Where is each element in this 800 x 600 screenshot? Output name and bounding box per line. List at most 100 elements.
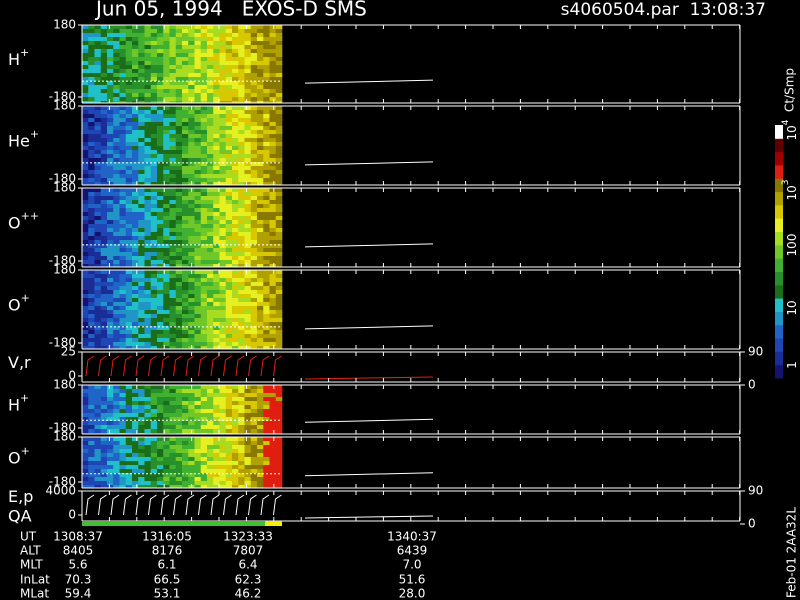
spectrogram-cell bbox=[225, 397, 233, 402]
spectrogram-cell bbox=[119, 469, 127, 474]
spectrogram-cell bbox=[207, 298, 214, 303]
spectrogram-cell bbox=[207, 282, 214, 287]
spectrogram-cell bbox=[163, 25, 170, 30]
spectrogram-cell bbox=[232, 453, 239, 458]
spectrogram-cell bbox=[144, 286, 152, 291]
spectrogram-cell bbox=[194, 85, 202, 90]
spectrogram-cell bbox=[207, 37, 214, 42]
spectrogram-cell bbox=[263, 405, 270, 410]
spectrogram-cell bbox=[182, 216, 189, 221]
spectrogram-cell bbox=[113, 101, 120, 104]
spectrogram-cell bbox=[232, 465, 239, 470]
spectrogram-cell bbox=[138, 200, 145, 205]
spectrogram-cell bbox=[207, 150, 214, 155]
spectrogram-cell bbox=[263, 89, 270, 94]
spectrogram-cell bbox=[132, 409, 139, 414]
spectrogram-cell bbox=[188, 445, 195, 450]
spectrogram-cell bbox=[132, 73, 139, 78]
spectrogram-cell bbox=[257, 118, 264, 123]
spectrogram-cell bbox=[175, 174, 183, 179]
spectrogram-cell bbox=[82, 178, 89, 183]
spectrogram-cell bbox=[169, 212, 177, 217]
spectrogram-cell bbox=[207, 330, 214, 335]
spectrogram-cell bbox=[150, 342, 158, 347]
spectrogram-cell bbox=[144, 25, 152, 30]
spectrogram-cell bbox=[250, 302, 258, 307]
spectrogram-cell bbox=[207, 413, 214, 418]
spectrogram-cell bbox=[275, 417, 283, 422]
spectrogram-cell bbox=[244, 302, 252, 307]
spectrogram-cell bbox=[169, 29, 177, 34]
spectrogram-cell bbox=[275, 89, 283, 94]
spectrogram-cell bbox=[169, 244, 177, 249]
spectrogram-cell bbox=[232, 244, 239, 249]
spectrogram-cell bbox=[275, 37, 283, 42]
spectrogram-cell bbox=[269, 417, 277, 422]
spectrogram-cell bbox=[163, 461, 170, 466]
spectrogram-cell bbox=[125, 236, 133, 241]
spectrogram-cell bbox=[88, 142, 95, 147]
spectrogram-cell bbox=[263, 81, 270, 86]
spectrogram-cell bbox=[250, 85, 258, 90]
spectrogram-cell bbox=[269, 154, 277, 159]
spectrogram-cell bbox=[113, 264, 120, 268]
spectrogram-cell bbox=[207, 126, 214, 131]
spectrogram-cell bbox=[107, 69, 114, 74]
spectrogram-cell bbox=[175, 89, 183, 94]
spectrogram-cell bbox=[263, 469, 270, 474]
spectrogram-cell bbox=[263, 162, 270, 167]
spectrogram-cell bbox=[263, 146, 270, 151]
spectrogram-cell bbox=[175, 425, 183, 430]
spectrogram-cell bbox=[157, 385, 164, 390]
spectrogram-cell bbox=[207, 393, 214, 398]
spectrogram-cell bbox=[275, 114, 283, 119]
spectrogram-cell bbox=[113, 252, 120, 257]
spectrogram-cell bbox=[175, 457, 183, 462]
spectrogram-cell bbox=[119, 256, 127, 261]
spectrogram-cell bbox=[150, 162, 158, 167]
spectrogram-cell bbox=[232, 212, 239, 217]
spectrogram-cell bbox=[244, 97, 252, 102]
spectrogram-cell bbox=[119, 286, 127, 291]
spectrogram-cell bbox=[238, 220, 245, 225]
spectrogram-cell bbox=[263, 29, 270, 34]
spectrogram-cell bbox=[194, 49, 202, 54]
spectrogram-cell bbox=[257, 306, 264, 311]
spectrogram-cell bbox=[175, 85, 183, 90]
spectrogram-cell bbox=[225, 122, 233, 127]
spectrogram-cell bbox=[275, 220, 283, 225]
colorbar-swatch bbox=[775, 364, 783, 379]
spectrogram-cell bbox=[100, 134, 108, 139]
spectrogram-cell bbox=[88, 150, 95, 155]
spectrogram-cell bbox=[275, 393, 283, 398]
spectrogram-cell bbox=[169, 93, 177, 98]
spectrogram-cell bbox=[100, 314, 108, 319]
spectrogram-cell bbox=[200, 453, 208, 458]
spectrogram-cell bbox=[125, 445, 133, 450]
spectrogram-cell bbox=[107, 252, 114, 257]
spectrogram-cell bbox=[88, 236, 95, 241]
spectrogram-cell bbox=[238, 248, 245, 253]
spectrogram-cell bbox=[132, 405, 139, 410]
spectrogram-cell bbox=[144, 146, 152, 151]
spectrogram-cell bbox=[275, 224, 283, 229]
spectrogram-cell bbox=[219, 417, 227, 422]
spectrogram-cell bbox=[225, 298, 233, 303]
spectrogram-cell bbox=[244, 188, 252, 193]
spectrogram-cell bbox=[225, 465, 233, 470]
spectrogram-cell bbox=[163, 101, 170, 104]
spectrogram-cell bbox=[82, 122, 89, 127]
y-tick-label: 4000 bbox=[45, 484, 76, 498]
spectrogram-cell bbox=[125, 298, 133, 303]
spectrogram-cell bbox=[244, 146, 252, 151]
spectrogram-cell bbox=[263, 244, 270, 249]
spectrogram-cell bbox=[219, 224, 227, 229]
spectrogram-cell bbox=[144, 302, 152, 307]
spectrogram-cell bbox=[175, 310, 183, 315]
spectrogram-cell bbox=[119, 264, 127, 268]
spectrogram-cell bbox=[213, 425, 220, 430]
spectrogram-cell bbox=[263, 429, 270, 434]
spectrogram-cell bbox=[163, 150, 170, 155]
spectrogram-cell bbox=[275, 200, 283, 205]
spectrogram-cell bbox=[200, 449, 208, 454]
